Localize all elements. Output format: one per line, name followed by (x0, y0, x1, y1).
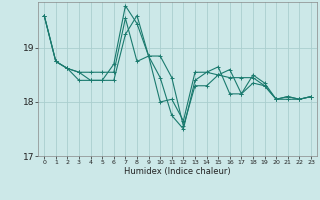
X-axis label: Humidex (Indice chaleur): Humidex (Indice chaleur) (124, 167, 231, 176)
